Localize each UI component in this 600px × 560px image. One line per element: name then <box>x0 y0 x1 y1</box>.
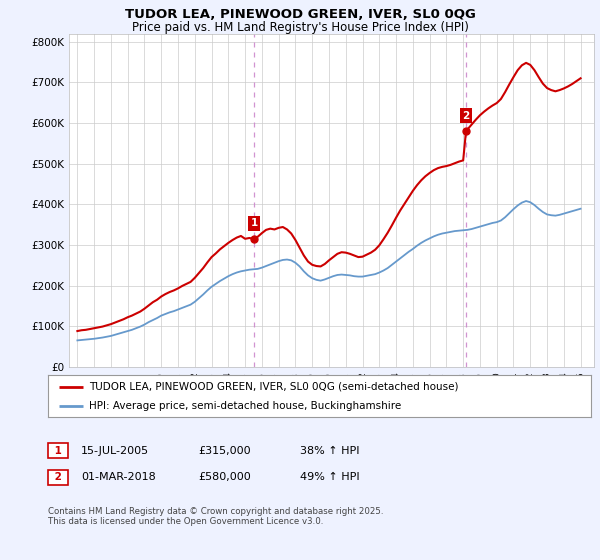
Text: 15-JUL-2005: 15-JUL-2005 <box>81 446 149 456</box>
Text: TUDOR LEA, PINEWOOD GREEN, IVER, SL0 0QG: TUDOR LEA, PINEWOOD GREEN, IVER, SL0 0QG <box>125 8 475 21</box>
Text: 01-MAR-2018: 01-MAR-2018 <box>81 472 156 482</box>
Text: 2: 2 <box>51 472 65 482</box>
Text: 2: 2 <box>463 111 470 121</box>
Text: Price paid vs. HM Land Registry's House Price Index (HPI): Price paid vs. HM Land Registry's House … <box>131 21 469 34</box>
Text: 38% ↑ HPI: 38% ↑ HPI <box>300 446 359 456</box>
Text: Contains HM Land Registry data © Crown copyright and database right 2025.
This d: Contains HM Land Registry data © Crown c… <box>48 507 383 526</box>
Text: TUDOR LEA, PINEWOOD GREEN, IVER, SL0 0QG (semi-detached house): TUDOR LEA, PINEWOOD GREEN, IVER, SL0 0QG… <box>89 381 458 391</box>
Text: £580,000: £580,000 <box>198 472 251 482</box>
Text: HPI: Average price, semi-detached house, Buckinghamshire: HPI: Average price, semi-detached house,… <box>89 401 401 411</box>
Text: 49% ↑ HPI: 49% ↑ HPI <box>300 472 359 482</box>
Text: 1: 1 <box>51 446 65 456</box>
Text: £315,000: £315,000 <box>198 446 251 456</box>
Text: 1: 1 <box>251 218 258 228</box>
